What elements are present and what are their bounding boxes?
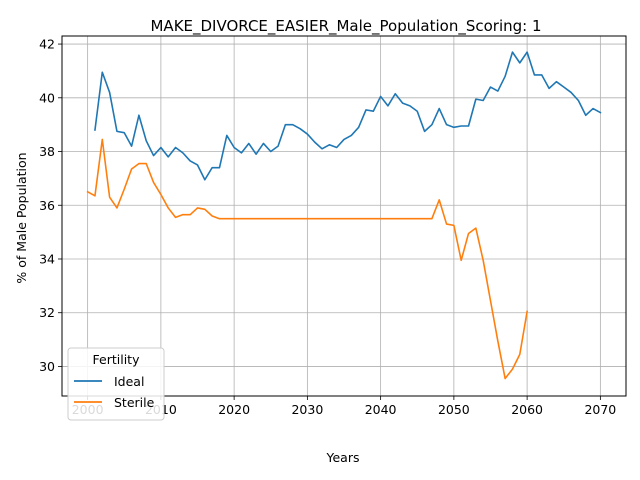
- series-line-ideal: [94, 51, 602, 181]
- x-tick-label: 2020: [218, 402, 250, 417]
- x-tick-label: 2050: [438, 402, 470, 417]
- y-tick-label: 42: [39, 37, 55, 52]
- x-axis-title: Years: [326, 450, 360, 465]
- data-series: [86, 51, 602, 380]
- legend-label-ideal: Ideal: [114, 374, 144, 389]
- y-tick-label: 32: [39, 305, 55, 320]
- y-axis-ticks: 30 32 34 36 38 40 42: [39, 37, 62, 374]
- y-tick-label: 40: [39, 90, 55, 105]
- plot-frame: [61, 35, 627, 397]
- series-line-sterile: [86, 138, 529, 380]
- y-tick-label: 36: [39, 198, 55, 213]
- x-tick-label: 2070: [584, 402, 616, 417]
- legend: Fertility Ideal Sterile: [67, 347, 165, 421]
- y-axis-title: % of Male Population: [14, 152, 29, 283]
- legend-label-sterile: Sterile: [114, 395, 155, 410]
- x-tick-label: 2060: [511, 402, 543, 417]
- chart-title: MAKE_DIVORCE_EASIER_Male_Population_Scor…: [150, 17, 541, 36]
- y-tick-label: 30: [39, 359, 55, 374]
- x-tick-label: 2030: [291, 402, 323, 417]
- x-tick-label: 2040: [365, 402, 397, 417]
- y-tick-label: 38: [39, 144, 55, 159]
- legend-title: Fertility: [93, 352, 141, 367]
- y-tick-label: 34: [39, 251, 55, 266]
